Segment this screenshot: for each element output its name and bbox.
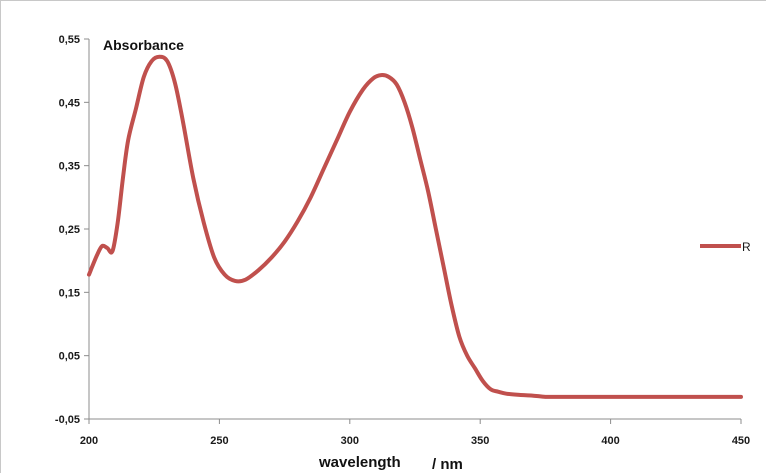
axes (84, 38, 742, 424)
x-tick-label: 350 (471, 435, 489, 447)
y-tick-label: 0,45 (59, 97, 80, 109)
y-tick-labels: -0,05 0,05 0,15 0,25 0,35 0,45 0,55 (55, 34, 80, 426)
y-tick-label: 0,55 (59, 34, 80, 46)
y-tick-label: 0,15 (59, 287, 80, 299)
x-tick-label: 400 (601, 435, 619, 447)
y-tick-label: -0,05 (55, 414, 80, 426)
x-axis-unit: / nm (432, 456, 463, 473)
y-tick-label: 0,05 (59, 351, 80, 363)
x-tick-label: 200 (80, 435, 98, 447)
y-tick-label: 0,25 (59, 224, 80, 236)
x-tick-label: 300 (341, 435, 359, 447)
series-line-r (87, 54, 743, 399)
x-tick-label: 450 (732, 435, 750, 447)
x-axis-label: wavelength (318, 454, 401, 471)
legend: R (700, 240, 751, 254)
x-tick-labels: 200 250 300 350 400 450 (80, 435, 750, 447)
x-tick-label: 250 (210, 435, 228, 447)
chart-title: Absorbance (103, 37, 184, 53)
legend-label-r: R (742, 240, 751, 254)
y-tick-label: 0,35 (59, 161, 80, 173)
